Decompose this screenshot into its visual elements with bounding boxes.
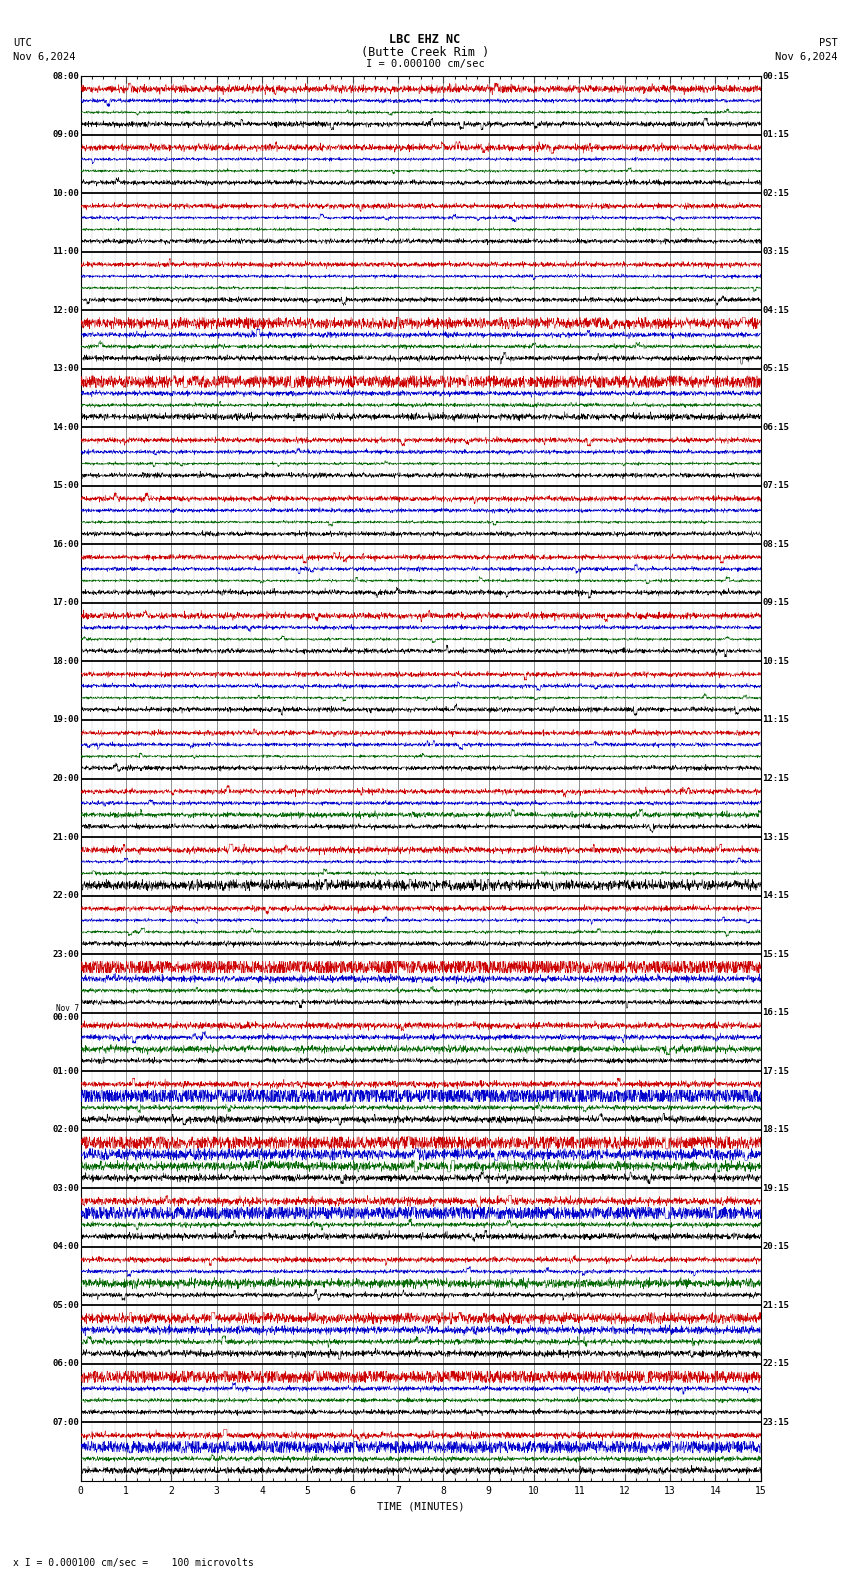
Text: 16:00: 16:00 xyxy=(53,540,79,550)
Text: 08:15: 08:15 xyxy=(762,540,789,550)
Text: 00:00: 00:00 xyxy=(53,1012,79,1022)
Text: 18:00: 18:00 xyxy=(53,657,79,665)
Text: 09:15: 09:15 xyxy=(762,599,789,607)
Text: 19:15: 19:15 xyxy=(762,1183,789,1193)
Text: 23:15: 23:15 xyxy=(762,1418,789,1427)
Text: 05:00: 05:00 xyxy=(53,1300,79,1310)
Text: 08:00: 08:00 xyxy=(53,71,79,81)
Text: 09:00: 09:00 xyxy=(53,130,79,139)
Text: Nov 6,2024: Nov 6,2024 xyxy=(13,52,76,62)
Text: 14:15: 14:15 xyxy=(762,892,789,900)
Text: 15:00: 15:00 xyxy=(53,482,79,491)
Text: LBC EHZ NC: LBC EHZ NC xyxy=(389,33,461,46)
Text: Nov 7: Nov 7 xyxy=(56,1004,79,1012)
Text: (Butte Creek Rim ): (Butte Creek Rim ) xyxy=(361,46,489,59)
Text: 04:15: 04:15 xyxy=(762,306,789,315)
Text: 00:15: 00:15 xyxy=(762,71,789,81)
X-axis label: TIME (MINUTES): TIME (MINUTES) xyxy=(377,1502,464,1511)
Text: 10:15: 10:15 xyxy=(762,657,789,665)
Text: 05:15: 05:15 xyxy=(762,364,789,374)
Text: 07:00: 07:00 xyxy=(53,1418,79,1427)
Text: UTC: UTC xyxy=(13,38,31,48)
Text: 04:00: 04:00 xyxy=(53,1242,79,1251)
Text: 17:00: 17:00 xyxy=(53,599,79,607)
Text: 02:00: 02:00 xyxy=(53,1125,79,1134)
Text: 02:15: 02:15 xyxy=(762,188,789,198)
Text: 12:15: 12:15 xyxy=(762,775,789,782)
Text: 10:00: 10:00 xyxy=(53,188,79,198)
Text: 23:00: 23:00 xyxy=(53,950,79,958)
Text: Nov 6,2024: Nov 6,2024 xyxy=(774,52,837,62)
Text: 11:00: 11:00 xyxy=(53,247,79,257)
Text: 15:15: 15:15 xyxy=(762,950,789,958)
Text: PST: PST xyxy=(819,38,837,48)
Text: x I = 0.000100 cm/sec =    100 microvolts: x I = 0.000100 cm/sec = 100 microvolts xyxy=(13,1559,253,1568)
Text: 19:00: 19:00 xyxy=(53,716,79,724)
Text: 13:15: 13:15 xyxy=(762,833,789,841)
Text: 06:00: 06:00 xyxy=(53,1359,79,1369)
Text: 20:00: 20:00 xyxy=(53,775,79,782)
Text: 18:15: 18:15 xyxy=(762,1125,789,1134)
Text: 21:15: 21:15 xyxy=(762,1300,789,1310)
Text: 07:15: 07:15 xyxy=(762,482,789,491)
Text: 03:00: 03:00 xyxy=(53,1183,79,1193)
Text: 22:15: 22:15 xyxy=(762,1359,789,1369)
Text: 13:00: 13:00 xyxy=(53,364,79,374)
Text: 03:15: 03:15 xyxy=(762,247,789,257)
Text: 01:15: 01:15 xyxy=(762,130,789,139)
Text: 12:00: 12:00 xyxy=(53,306,79,315)
Text: 20:15: 20:15 xyxy=(762,1242,789,1251)
Text: 11:15: 11:15 xyxy=(762,716,789,724)
Text: 22:00: 22:00 xyxy=(53,892,79,900)
Text: 01:00: 01:00 xyxy=(53,1066,79,1076)
Text: 06:15: 06:15 xyxy=(762,423,789,432)
Text: 21:00: 21:00 xyxy=(53,833,79,841)
Text: 16:15: 16:15 xyxy=(762,1007,789,1017)
Text: 17:15: 17:15 xyxy=(762,1066,789,1076)
Text: I = 0.000100 cm/sec: I = 0.000100 cm/sec xyxy=(366,59,484,68)
Text: 14:00: 14:00 xyxy=(53,423,79,432)
